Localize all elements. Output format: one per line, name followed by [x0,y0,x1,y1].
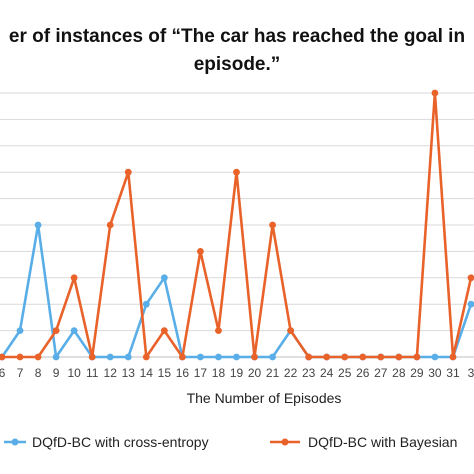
x-tick-label: 26 [356,366,370,380]
legend: DQfD-BC with cross-entropy DQfD-BC with … [4,434,457,450]
data-point [106,221,114,229]
chart-title-line-1: er of instances of “The car has reached … [9,26,465,47]
data-point [34,221,42,229]
data-point [88,353,96,361]
data-point [251,353,258,361]
data-point [215,327,222,334]
grid-lines [0,92,474,358]
data-point [16,353,24,361]
data-point [0,353,6,361]
data-point [449,353,457,361]
data-point [142,353,150,361]
x-tick-label: 13 [122,366,136,380]
series-1 [0,89,474,361]
data-point [269,221,276,229]
data-point [359,353,367,361]
data-point [233,168,240,176]
x-tick-label: 20 [248,366,262,380]
x-tick-label: 21 [266,366,280,380]
x-tick-label: 8 [35,366,42,380]
legend-label-cross-entropy: DQfD-BC with cross-entropy [32,434,209,450]
x-tick-label: 3 [468,366,474,380]
x-tick-label: 15 [158,366,172,380]
series-0 [0,221,474,361]
x-tick-label: 27 [374,366,388,380]
data-point [215,353,222,361]
data-point [233,353,240,361]
x-tick-label: 25 [338,366,352,380]
x-tick-label: 7 [17,366,24,380]
x-tick-label: 14 [140,366,154,380]
data-point [305,353,313,361]
data-point [431,89,439,97]
x-tick-label: 11 [86,366,99,380]
data-point [269,353,276,361]
series-lines [0,89,474,361]
data-point [287,327,295,334]
chart-title-line-2: episode.” [194,54,281,75]
legend-marker-bayesian [281,438,289,446]
data-point [160,327,168,334]
data-point [467,274,474,282]
data-point [413,353,421,361]
x-tick-label: 10 [67,366,81,380]
data-point [341,353,349,361]
x-tick-label: 23 [302,366,316,380]
x-tick-label: 9 [53,366,60,380]
x-tick-label: 12 [104,366,118,380]
x-tick-label: 17 [194,366,208,380]
x-tick-label: 29 [410,366,424,380]
x-tick-label: 16 [176,366,190,380]
data-point [160,274,168,282]
series-line [0,223,473,359]
x-tick-label: 31 [446,366,460,380]
data-point [395,353,403,361]
data-point [197,353,204,361]
data-point [124,353,132,361]
data-point [70,327,78,334]
data-point [106,353,114,361]
legend-label-bayesian: DQfD-BC with Bayesian [308,434,457,450]
data-point [16,327,24,334]
legend-item-bayesian: DQfD-BC with Bayesian [270,434,457,450]
x-tick-labels: 6 7 8 9 10 11 12 13 14 15 16 17 18 19 20 21 22 23 24 25 26 27… [0,366,474,380]
data-point [431,353,439,361]
data-point [34,353,42,361]
data-point [377,353,385,361]
data-point [52,353,60,361]
legend-item-cross-entropy: DQfD-BC with cross-entropy [4,434,209,450]
x-tick-label: 6 [0,366,6,380]
data-point [52,327,60,334]
x-tick-label: 19 [230,366,244,380]
data-point [142,300,150,308]
data-point [323,353,331,361]
x-tick-label: 18 [212,366,226,380]
data-point [178,353,186,361]
x-tick-label: 28 [392,366,406,380]
data-point [467,300,474,308]
data-point [197,248,204,255]
x-tick-label: 24 [320,366,334,380]
legend-marker-cross-entropy [11,438,19,446]
data-point [124,168,132,176]
x-tick-label: 22 [284,366,298,380]
data-point [70,274,78,282]
x-tick-label: 30 [428,366,442,380]
x-axis-label: The Number of Episodes [187,390,342,406]
